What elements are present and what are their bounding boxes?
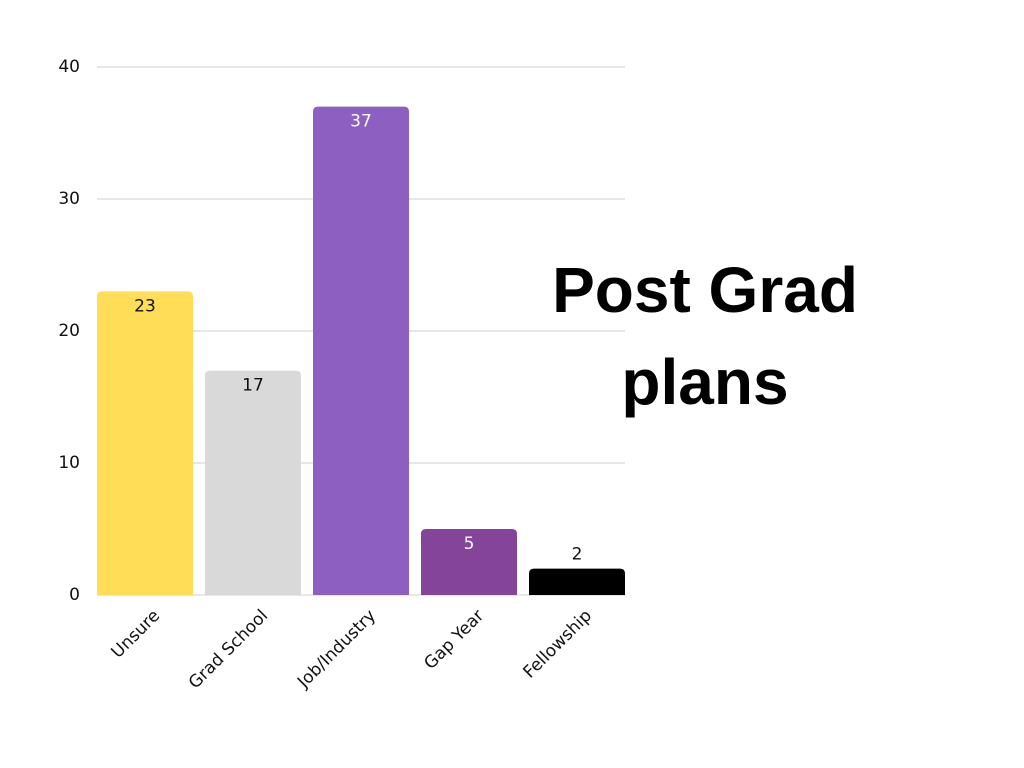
y-tick-label: 40 xyxy=(58,57,80,77)
bar xyxy=(421,529,517,595)
bar xyxy=(313,106,409,595)
y-tick-label: 30 xyxy=(58,189,80,209)
x-tick-label: Job/Industry xyxy=(293,606,380,693)
data-label: 23 xyxy=(134,296,156,316)
bar xyxy=(97,291,193,595)
x-tick-label: Unsure xyxy=(108,606,165,663)
data-label: 17 xyxy=(242,376,264,396)
x-tick-label: Gap Year xyxy=(420,606,488,674)
x-tick-label: Fellowship xyxy=(520,606,597,683)
data-label: 37 xyxy=(350,112,372,132)
y-tick-label: 0 xyxy=(69,585,80,605)
y-tick-label: 20 xyxy=(58,321,80,341)
bar xyxy=(529,568,625,595)
chart-title: Post Grad plans xyxy=(552,254,858,418)
x-tick-label: Grad School xyxy=(185,606,272,693)
y-tick-label: 10 xyxy=(58,453,80,473)
bar xyxy=(205,370,301,595)
data-label: 2 xyxy=(572,545,583,565)
data-label: 5 xyxy=(464,534,475,554)
